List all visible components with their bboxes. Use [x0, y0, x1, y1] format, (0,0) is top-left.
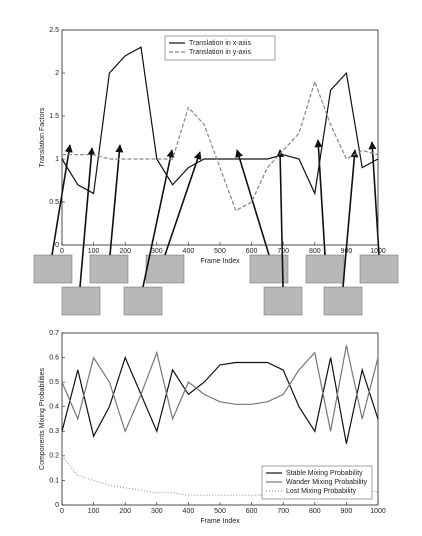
x-tick-label: 600	[246, 508, 258, 515]
legend-box	[261, 465, 373, 500]
x-tick-label: 0	[60, 248, 64, 255]
x-axis-label: Frame Index	[200, 258, 240, 265]
legend-label: Translation in y-axis	[189, 49, 251, 56]
x-tick-label: 400	[183, 248, 195, 255]
x-tick-label: 300	[151, 248, 163, 255]
x-tick-label: 800	[309, 248, 321, 255]
x-tick-label: 500	[214, 508, 226, 515]
x-tick-label: 200	[119, 508, 131, 515]
series-line	[61, 355, 379, 444]
series-line	[61, 46, 379, 196]
x-tick-label: 600	[246, 248, 258, 255]
series-line	[61, 455, 379, 499]
arrows	[51, 139, 380, 288]
y-tick-label: 0	[55, 502, 59, 509]
x-axis-label: Frame Index	[200, 518, 240, 525]
y-axis-label: Translation Factors	[39, 107, 46, 167]
y-tick-label: 0.1	[49, 477, 59, 484]
x-tick-label: 100	[88, 508, 100, 515]
y-tick-label: 0.7	[49, 330, 59, 337]
series-line	[61, 345, 379, 434]
x-tick-label: 800	[309, 508, 321, 515]
thumbnails	[33, 254, 399, 316]
y-tick-label: 0.4	[49, 404, 59, 411]
legend-label: Stable Mixing Probability	[286, 470, 363, 477]
x-tick-label: 300	[151, 508, 163, 515]
x-tick-label: 400	[183, 508, 195, 515]
x-tick-label: 700	[277, 508, 289, 515]
y-tick-label: 0.3	[49, 428, 59, 435]
y-tick-label: 0.2	[49, 453, 59, 460]
legend-label: Translation in x-axis	[189, 40, 251, 47]
y-tick-label: 1	[55, 156, 59, 163]
x-tick-label: 500	[214, 248, 226, 255]
y-tick-label: 2.5	[49, 27, 59, 34]
series-line	[62, 79, 379, 212]
legend-box	[164, 35, 276, 61]
x-tick-label: 900	[341, 248, 353, 255]
legend-label: Lost Mixing Probability	[286, 488, 357, 495]
y-tick-label: 0	[55, 242, 59, 249]
x-tick-label: 1000	[370, 248, 386, 255]
x-tick-label: 200	[119, 248, 131, 255]
legend-label: Wander Mixing Probability	[286, 479, 368, 486]
y-tick-label: 0.6	[49, 354, 59, 361]
x-tick-label: 700	[277, 248, 289, 255]
x-tick-label: 0	[60, 508, 64, 515]
y-axis-label: Components Mixing Probabilities	[39, 368, 46, 470]
plot-area	[61, 29, 379, 246]
y-tick-label: 0.5	[49, 199, 59, 206]
x-tick-label: 900	[341, 508, 353, 515]
y-tick-label: 1.5	[49, 113, 59, 120]
y-tick-label: 0.5	[49, 379, 59, 386]
x-tick-label: 100	[88, 248, 100, 255]
y-tick-label: 2	[55, 70, 59, 77]
x-tick-label: 1000	[370, 508, 386, 515]
